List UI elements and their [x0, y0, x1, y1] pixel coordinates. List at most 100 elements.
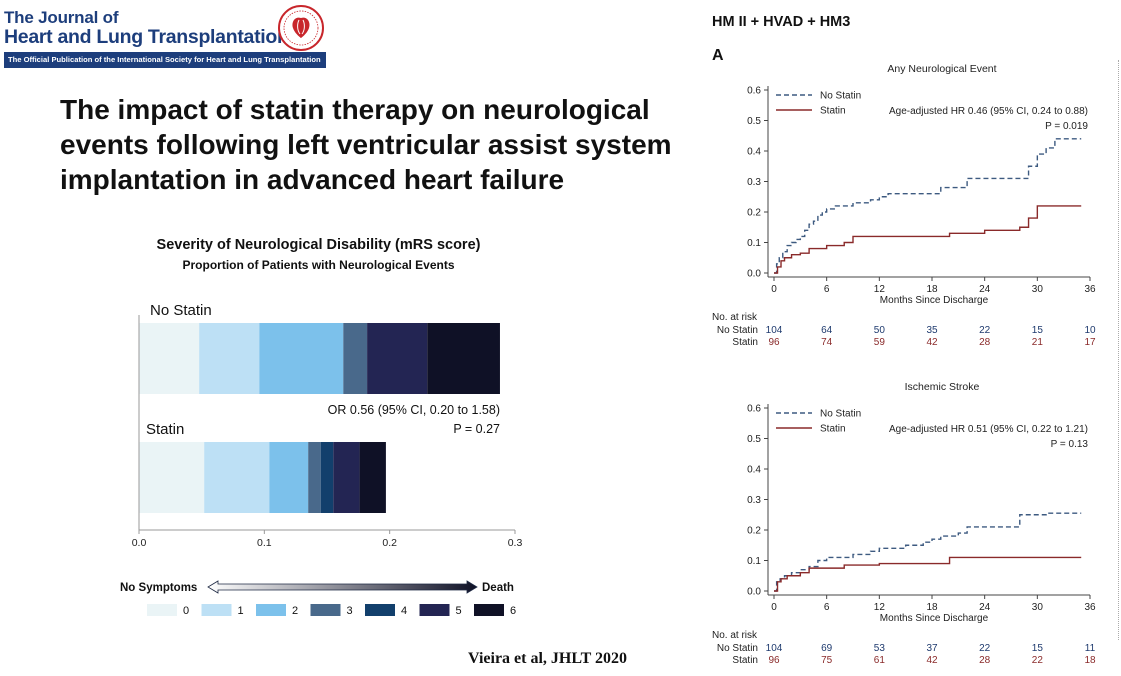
risk-value: 22	[979, 325, 991, 336]
risk-value: 50	[874, 325, 886, 336]
no-statin-curve	[774, 512, 1082, 592]
legend-swatch	[147, 604, 177, 616]
risk-value: 11	[1085, 643, 1096, 654]
bar-segment	[343, 323, 368, 394]
p-annotation: P = 0.13	[1051, 439, 1089, 450]
bar-segment	[259, 323, 344, 394]
risk-value: 28	[979, 337, 991, 348]
bar-segment	[367, 323, 428, 394]
risk-row-label: No Statin	[717, 643, 758, 654]
death-label: Death	[482, 582, 514, 594]
risk-value: 22	[1032, 655, 1044, 666]
legend-swatch	[256, 604, 286, 616]
y-tick-label: 0.2	[747, 526, 761, 537]
km-title: Any Neurological Event	[887, 63, 996, 75]
x-tick-label: 30	[1032, 284, 1044, 295]
legend-label: 1	[238, 605, 244, 617]
bar-chart-title: Severity of Neurological Disability (mRS…	[156, 237, 481, 253]
y-tick-label: 0.4	[747, 465, 761, 476]
risk-value: 61	[874, 655, 886, 666]
citation: Vieira et al, JHLT 2020	[468, 650, 627, 667]
journal-tagline: The Official Publication of the Internat…	[4, 52, 326, 68]
x-tick-label: 6	[824, 602, 830, 613]
x-tick-label: 36	[1084, 602, 1096, 613]
risk-value: 15	[1032, 643, 1044, 654]
journal-name-line2: Heart and Lung Transplantation	[4, 26, 289, 48]
risk-value: 69	[821, 643, 833, 654]
bar-segment	[139, 323, 200, 394]
x-tick-label: 0.3	[508, 537, 523, 549]
x-tick-label: 0.1	[257, 537, 272, 549]
risk-value: 96	[768, 655, 780, 666]
statin-curve	[774, 205, 1082, 274]
x-axis-title: Months Since Discharge	[880, 613, 989, 624]
legend-label: 0	[183, 605, 189, 617]
severity-arrow-icon	[207, 580, 478, 594]
hr-annotation: Age-adjusted HR 0.46 (95% CI, 0.24 to 0.…	[889, 106, 1088, 117]
legend-swatch	[419, 604, 450, 616]
risk-value: 22	[979, 643, 991, 654]
y-tick-label: 0.4	[747, 147, 761, 158]
journal-name-line1: The Journal of	[4, 8, 119, 27]
device-header: HM II + HVAD + HM3	[712, 14, 851, 30]
severity-bar-chart: No Statin Statin OR 0.56 (95% CI, 0.20 to …	[120, 302, 523, 617]
bar-segment	[199, 323, 260, 394]
legend-label: No Statin	[820, 91, 861, 102]
x-tick-label: 24	[979, 284, 991, 295]
legend-label: No Statin	[820, 409, 861, 420]
x-tick-label: 18	[926, 602, 938, 613]
x-tick-label: 12	[874, 602, 886, 613]
risk-value: 59	[874, 337, 886, 348]
risk-value: 28	[979, 655, 991, 666]
risk-value: 64	[821, 325, 833, 336]
legend-label: 4	[401, 605, 407, 617]
x-axis-title: Months Since Discharge	[880, 295, 989, 306]
bar-chart-subtitle: Proportion of Patients with Neurological…	[182, 258, 455, 272]
risk-table-header: No. at risk	[712, 312, 758, 323]
risk-value: 42	[926, 655, 938, 666]
legend-label: Statin	[820, 424, 846, 435]
y-tick-label: 0.5	[747, 116, 761, 127]
bar-segment	[139, 442, 205, 513]
legend-label: 5	[456, 605, 462, 617]
x-tick-label: 18	[926, 284, 938, 295]
y-tick-label: 0.0	[747, 269, 761, 280]
risk-row-label: Statin	[732, 337, 758, 348]
risk-value: 15	[1032, 325, 1044, 336]
km-title: Ischemic Stroke	[905, 381, 980, 393]
x-tick-label: 0.0	[132, 537, 147, 549]
bar-segment	[359, 442, 386, 513]
x-tick-label: 24	[979, 602, 991, 613]
category-label: No Statin	[150, 302, 212, 319]
bar-segment	[269, 442, 309, 513]
hr-annotation: Age-adjusted HR 0.51 (95% CI, 0.22 to 1.…	[889, 424, 1088, 435]
x-tick-label: 36	[1084, 284, 1096, 295]
legend-swatch	[201, 604, 232, 616]
y-tick-label: 0.1	[747, 238, 761, 249]
no-symptoms-label: No Symptoms	[120, 582, 197, 594]
risk-value: 74	[821, 337, 833, 348]
risk-value: 96	[768, 337, 780, 348]
risk-value: 42	[926, 337, 938, 348]
risk-value: 17	[1084, 337, 1096, 348]
risk-value: 75	[821, 655, 833, 666]
legend-label: 3	[347, 605, 353, 617]
risk-row-label: No Statin	[717, 325, 758, 336]
legend-label: 6	[510, 605, 516, 617]
risk-value: 35	[926, 325, 938, 336]
legend-swatch	[365, 604, 395, 616]
km-any-neuro-chart: Any Neurological Event 0.0 0.1 0.2 0.3 0.4 0.5…	[712, 63, 1096, 348]
panel-divider	[1118, 60, 1119, 640]
panel-letter: A	[712, 47, 724, 64]
society-seal-icon	[278, 5, 324, 51]
legend-label: Statin	[820, 106, 846, 117]
main-title: The impact of statin therapy on neurolog…	[60, 94, 672, 195]
y-tick-label: 0.2	[747, 208, 761, 219]
legend-swatch	[310, 604, 341, 616]
no-statin-curve	[774, 138, 1082, 274]
statin-curve	[774, 556, 1082, 592]
risk-value: 104	[766, 325, 783, 336]
bar-segment	[427, 323, 500, 394]
risk-value: 18	[1084, 655, 1096, 666]
